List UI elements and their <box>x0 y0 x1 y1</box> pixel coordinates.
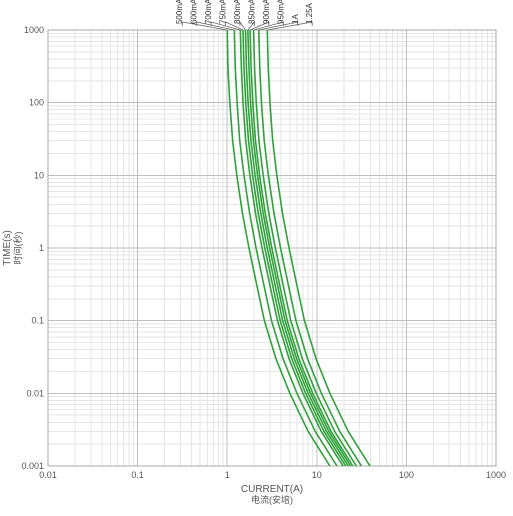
x-axis-title-en: CURRENT(A) <box>241 484 303 495</box>
y-tick-label: 10 <box>34 170 44 180</box>
x-axis-title-cn: 电流(安培) <box>251 494 293 505</box>
y-tick-label: 1 <box>39 243 44 253</box>
series-label: 800mA <box>233 0 242 24</box>
x-tick-label: 1000 <box>486 470 506 480</box>
y-tick-label: 1000 <box>24 25 44 35</box>
y-tick-label: 0.1 <box>31 316 44 326</box>
y-axis-title-en: TIME(s) <box>2 230 13 266</box>
series-label: 600mA <box>190 0 199 24</box>
series-label: 850mA <box>247 0 256 24</box>
series-label: 950mA <box>276 0 285 24</box>
series-labels-layer: 500mA 600mA 700mA 750mA 800mA 850mA 900mA 950mA… <box>175 0 314 30</box>
series-label: 500mA <box>175 0 184 24</box>
series-label: 1A <box>291 14 300 24</box>
series-label: 700mA <box>204 0 213 24</box>
x-tick-label: 0.01 <box>39 470 57 480</box>
series-label: 900mA <box>262 0 271 24</box>
x-tick-label: 1 <box>225 470 230 480</box>
time-current-chart: 500mA 600mA 700mA 750mA 800mA 850mA 900mA 950mA… <box>0 0 513 516</box>
y-tick-label: 100 <box>29 98 44 108</box>
series-label: 750mA <box>219 0 228 24</box>
y-axis-title-cn: 时间(秒) <box>12 232 23 265</box>
x-tick-label: 10 <box>312 470 322 480</box>
y-tick-label: 0.01 <box>26 388 44 398</box>
x-tick-label: 100 <box>399 470 414 480</box>
x-tick-label: 0.1 <box>131 470 144 480</box>
series-label: 1.25A <box>305 2 314 24</box>
y-tick-label: 0.001 <box>21 461 44 471</box>
